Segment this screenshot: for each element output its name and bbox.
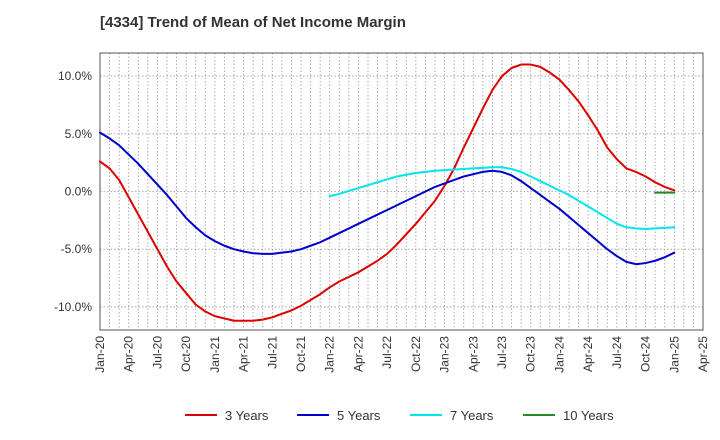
y-tick-label: 5.0%	[65, 127, 93, 141]
series-line-5-years	[99, 131, 676, 266]
legend-label: 10 Years	[563, 408, 614, 423]
x-tick-label: Oct-20	[179, 336, 193, 372]
series-line-3-years	[99, 63, 676, 322]
x-axis: Jan-20 Apr-20 Jul-20 Oct-20 Jan-21 Apr-21 Jul-…	[93, 336, 710, 373]
y-axis: -10.0% -5.0% 0.0% 5.0% 10.0%	[54, 69, 92, 314]
legend-label: 7 Years	[450, 408, 494, 423]
x-tick-label: Apr-25	[696, 336, 710, 372]
series-line-7-years	[328, 166, 676, 231]
chart-title: [4334] Trend of Mean of Net Income Margi…	[100, 14, 406, 31]
y-tick-label: 10.0%	[58, 69, 92, 83]
legend: 3 Years 5 Years 7 Years 10 Years	[185, 408, 614, 423]
y-tick-label: 0.0%	[65, 185, 93, 199]
series-group	[99, 63, 676, 322]
x-tick-label: Apr-21	[237, 336, 251, 372]
x-tick-label: Jan-23	[438, 336, 452, 373]
x-tick-label: Oct-22	[409, 336, 423, 372]
x-tick-label: Jan-25	[667, 336, 681, 373]
x-tick-label: Apr-20	[122, 336, 136, 372]
grid	[99, 53, 704, 330]
x-tick-label: Jul-22	[380, 336, 394, 369]
x-tick-label: Apr-23	[466, 336, 480, 372]
x-tick-label: Jul-21	[265, 336, 279, 369]
plot-frame	[99, 52, 704, 331]
x-tick-label: Jan-21	[208, 336, 222, 373]
x-tick-label: Jan-24	[552, 336, 566, 373]
x-tick-label: Oct-21	[294, 336, 308, 372]
x-tick-label: Jul-23	[495, 336, 509, 369]
x-tick-label: Jan-22	[323, 336, 337, 373]
x-tick-label: Apr-22	[351, 336, 365, 372]
plot-area-border	[99, 52, 704, 331]
x-tick-label: Jan-20	[93, 336, 107, 373]
x-tick-label: Jul-24	[610, 336, 624, 369]
y-tick-label: -5.0%	[61, 242, 93, 256]
y-tick-label: -10.0%	[54, 300, 92, 314]
x-tick-label: Jul-20	[150, 336, 164, 369]
x-tick-label: Apr-24	[581, 336, 595, 372]
x-tick-label: Oct-24	[639, 336, 653, 372]
legend-label: 3 Years	[225, 408, 269, 423]
x-tick-label: Oct-23	[524, 336, 538, 372]
legend-label: 5 Years	[337, 408, 381, 423]
